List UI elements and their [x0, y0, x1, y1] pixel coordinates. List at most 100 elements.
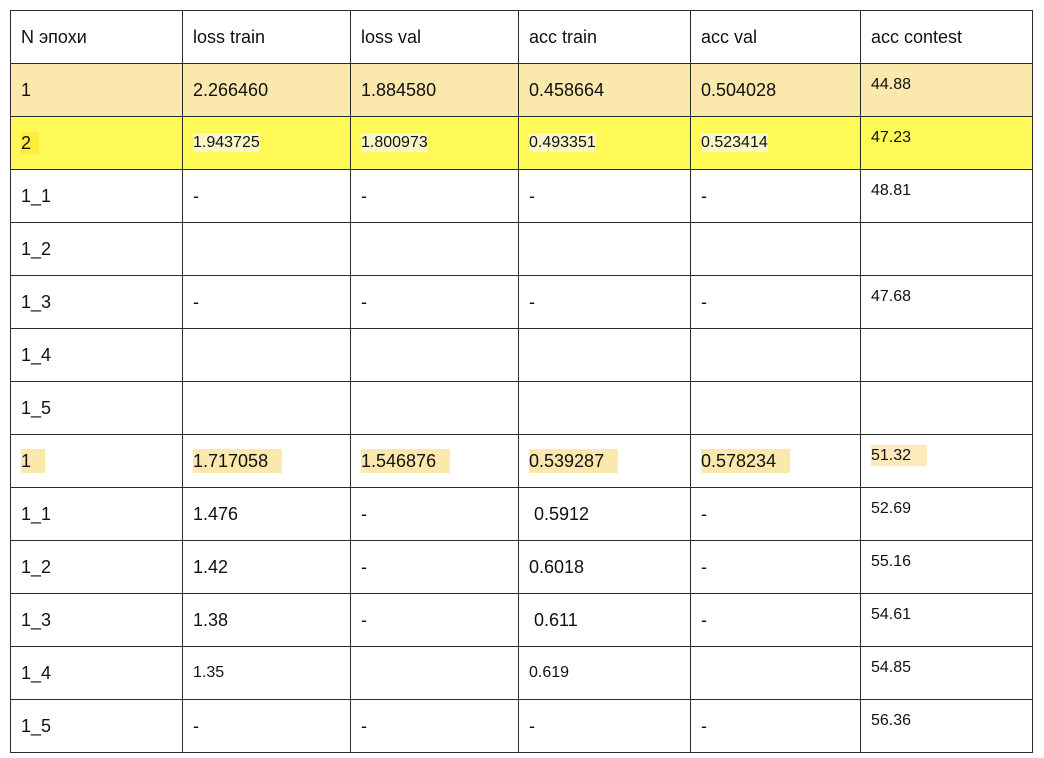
- cell-text: 0.458664: [529, 79, 605, 100]
- table-cell: [518, 222, 691, 276]
- header-cell: acc contest: [860, 10, 1033, 64]
- table-cell: [182, 381, 351, 435]
- table-cell: 0.504028: [690, 63, 861, 117]
- table-cell: [860, 381, 1033, 435]
- cell-text: 44.88: [871, 76, 912, 93]
- table-cell: -: [350, 540, 519, 594]
- cell-text: 1.884580: [361, 79, 437, 100]
- table-cell: [690, 222, 861, 276]
- header-cell: N эпохи: [10, 10, 183, 64]
- table-cell: -: [182, 275, 351, 329]
- table-cell: 1.717058: [182, 434, 351, 488]
- table-cell: 55.16: [860, 540, 1033, 594]
- table-cell: 1_5: [10, 381, 183, 435]
- table-cell: 44.88: [860, 63, 1033, 117]
- cell-text: 2: [21, 131, 40, 154]
- table-cell: 2: [10, 116, 183, 170]
- table-cell: 0.6018: [518, 540, 691, 594]
- table-cell: 54.61: [860, 593, 1033, 647]
- table-cell: [350, 381, 519, 435]
- table-cell: 1.42: [182, 540, 351, 594]
- table-row: 1_3 - - - - 47.68: [10, 275, 1033, 329]
- table-cell: 52.69: [860, 487, 1033, 541]
- table-cell: -: [518, 169, 691, 223]
- table-cell: 1.884580: [350, 63, 519, 117]
- table-row: 1_4: [10, 328, 1033, 382]
- table-row: 1_1 - - - - 48.81: [10, 169, 1033, 223]
- cell-text: 1: [21, 79, 32, 100]
- table-cell: 0.493351: [518, 116, 691, 170]
- table-cell: [690, 328, 861, 382]
- table-cell: 1.38: [182, 593, 351, 647]
- table-cell: [182, 328, 351, 382]
- header-cell: acc val: [690, 10, 861, 64]
- table-cell: 1_4: [10, 646, 183, 700]
- table-cell: -: [518, 275, 691, 329]
- table-cell: 1_2: [10, 222, 183, 276]
- header-cell: loss train: [182, 10, 351, 64]
- table-cell: [350, 222, 519, 276]
- table-cell: 54.85: [860, 646, 1033, 700]
- table-cell: 1.476: [182, 487, 351, 541]
- table-cell: -: [350, 275, 519, 329]
- table-row: 1_5 - - - - 56.36: [10, 699, 1033, 753]
- cell-text: 0.504028: [701, 79, 777, 100]
- table-cell: [860, 222, 1033, 276]
- table-cell: -: [350, 593, 519, 647]
- table-cell: 48.81: [860, 169, 1033, 223]
- table-cell: [690, 646, 861, 700]
- table-cell: [350, 328, 519, 382]
- table-cell: 1.800973: [350, 116, 519, 170]
- header-cell: acc train: [518, 10, 691, 64]
- table-cell: -: [350, 699, 519, 753]
- table-row: 1_2 1.42 - 0.6018 - 55.16: [10, 540, 1033, 594]
- table-row: 1 2.266460 1.884580 0.458664 0.504028 44…: [10, 63, 1033, 117]
- table-cell: 1.35: [182, 646, 351, 700]
- table-row: 1 1.717058 1.546876 0.539287 0.578234 51…: [10, 434, 1033, 488]
- table-cell: -: [518, 699, 691, 753]
- table-row: 1_5: [10, 381, 1033, 435]
- table-cell: -: [690, 275, 861, 329]
- cell-text: 2.266460: [193, 79, 269, 100]
- table-row: 2 1.943725 1.800973 0.493351 0.523414 47…: [10, 116, 1033, 170]
- table-cell: 0.458664: [518, 63, 691, 117]
- table-cell: -: [182, 699, 351, 753]
- cell-text: 1.546876: [361, 448, 451, 473]
- table-cell: 0.5912: [518, 487, 691, 541]
- table-cell: 1.943725: [182, 116, 351, 170]
- table-cell: 1: [10, 434, 183, 488]
- table-cell: 0.611: [518, 593, 691, 647]
- table-cell: [518, 328, 691, 382]
- table-cell: 0.523414: [690, 116, 861, 170]
- table-cell: -: [690, 699, 861, 753]
- cell-text: 0.493351: [529, 133, 596, 152]
- table-cell: -: [350, 487, 519, 541]
- table-cell: -: [182, 169, 351, 223]
- cell-text: 1: [21, 448, 46, 473]
- table-cell: [182, 222, 351, 276]
- cell-text: 0.523414: [701, 133, 768, 152]
- table-cell: 51.32: [860, 434, 1033, 488]
- table-cell: 56.36: [860, 699, 1033, 753]
- table-cell: 0.578234: [690, 434, 861, 488]
- table-row: 1_1 1.476 - 0.5912 - 52.69: [10, 487, 1033, 541]
- table-cell: [518, 381, 691, 435]
- table-cell: 1_3: [10, 275, 183, 329]
- table-cell: -: [690, 593, 861, 647]
- table-cell: [350, 646, 519, 700]
- cell-text: 0.578234: [701, 448, 791, 473]
- cell-text: 1.717058: [193, 448, 283, 473]
- table-cell: 1_3: [10, 593, 183, 647]
- table-cell: [860, 328, 1033, 382]
- table-cell: [690, 381, 861, 435]
- header-cell: loss val: [350, 10, 519, 64]
- table-cell: 1_1: [10, 169, 183, 223]
- table-cell: 2.266460: [182, 63, 351, 117]
- table-cell: 0.539287: [518, 434, 691, 488]
- table-row: 1_4 1.35 0.619 54.85: [10, 646, 1033, 700]
- table-cell: 47.68: [860, 275, 1033, 329]
- table-cell: 1_5: [10, 699, 183, 753]
- results-table: N эпохи loss train loss val acc train ac…: [10, 10, 1033, 753]
- table-cell: 1_4: [10, 328, 183, 382]
- cell-text: 51.32: [871, 445, 928, 466]
